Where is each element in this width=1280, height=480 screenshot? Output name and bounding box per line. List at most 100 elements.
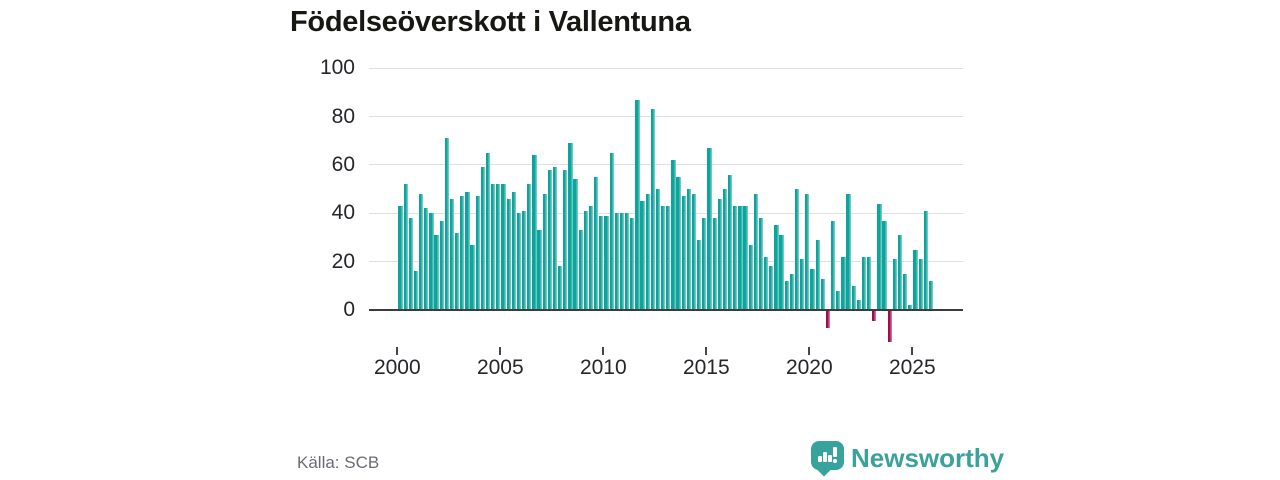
bar-negative-2023q1 [872,311,877,321]
bar-2022q2 [856,300,861,310]
x-axis-tick-label: 2010 [579,356,627,379]
y-axis-tick-label: 60 [331,152,355,176]
bar-2022q1 [851,285,856,310]
y-axis-tick-label: 100 [319,56,355,80]
bar-2011q4 [640,201,645,310]
bar-2017q1 [748,244,753,310]
bar-2000q3 [408,218,413,310]
bar-2010q2 [609,152,614,310]
bar-2016q2 [733,206,738,310]
bar-2001q1 [418,193,424,310]
bar-2010q4 [619,213,625,310]
y-axis-tick-label: 20 [331,249,355,273]
logo-bar-icon [823,451,827,462]
bar-negative-2020q4 [825,311,831,328]
bar-2020q2 [815,239,820,310]
y-axis-tick-label: 0 [343,298,355,321]
bar-2004q1 [480,167,486,310]
bar-2007q4 [558,266,563,310]
x-axis-tick-2020 [808,347,811,355]
x-axis-tick-2010 [602,347,605,355]
x-axis-tick-2005 [499,347,502,355]
bar-2012q3 [655,189,661,310]
bar-2018q3 [779,235,784,310]
source-attribution: Källa: SCB [297,453,380,472]
bar-2003q2 [465,191,470,310]
bar-2025q3 [923,210,928,310]
bar-2007q1 [542,193,547,310]
logo-bar-icon [818,455,822,462]
bar-2021q2 [836,290,841,310]
bar-2003q4 [475,196,480,310]
bar-2008q4 [578,230,583,310]
bar-2016q3 [738,206,743,310]
bar-2005q3 [511,191,516,310]
bar-2003q3 [470,244,475,310]
bar-2006q1 [521,210,527,310]
bar-2007q3 [552,167,558,310]
bar-2021q4 [846,193,851,310]
bar-2021q1 [830,220,836,310]
bar-2016q4 [743,206,748,310]
bar-2018q4 [784,280,789,310]
bar-2019q3 [800,259,805,310]
bar-2024q3 [903,273,908,310]
bar-2001q4 [434,235,439,310]
bar-2014q3 [697,239,702,310]
bar-2008q3 [573,179,578,310]
x-axis-line [369,308,963,312]
bar-2024q4 [908,305,913,310]
x-axis-tick-label: 2020 [785,356,833,379]
bar-2013q3 [676,177,681,310]
bar-2005q4 [516,213,522,310]
bar-negative-2023q4 [887,311,892,343]
x-axis-tick-label: 2000 [373,356,421,379]
x-axis-tick-label: 2005 [476,356,524,379]
bar-2010q3 [614,213,619,310]
bar-2014q2 [691,193,697,310]
x-axis-tick-label: 2025 [888,356,936,379]
bar-2005q1 [501,184,506,310]
bar-2020q3 [820,278,825,310]
newsworthy-chart-bubble-icon [811,441,844,470]
bar-2025q4 [928,280,934,310]
bar-2025q1 [913,249,918,310]
bar-2002q1 [439,220,444,310]
bar-2022q4 [867,256,872,310]
bar-2023q3 [882,220,887,310]
gridline-y-20 [369,261,963,263]
bar-2017q2 [753,193,758,310]
bar-2007q2 [547,169,552,310]
x-axis-tick-label: 2015 [682,356,730,379]
bar-2004q2 [485,152,491,310]
bar-2016q1 [727,174,733,310]
bar-2013q2 [671,160,676,310]
plot-area: 2000 2005 2010 2015 2020 2025 [369,0,963,480]
bar-2006q3 [532,155,537,310]
bar-2005q2 [506,198,511,310]
x-axis-tick-2000 [396,347,399,355]
bar-2017q4 [764,256,769,310]
bar-2020q1 [810,268,815,310]
bar-2004q3 [491,184,496,310]
gridline-y-40 [369,212,963,214]
x-axis-tick-2015 [705,347,708,355]
bar-2019q4 [805,193,810,310]
bar-2012q1 [645,193,650,310]
bar-2000q4 [413,271,419,310]
logo-exclamation-dot-icon [833,459,837,463]
bar-2009q1 [583,210,589,310]
bar-2012q4 [661,206,666,310]
bar-2000q2 [403,184,408,310]
bar-2009q3 [594,177,599,310]
bar-2011q1 [624,213,630,310]
bar-2012q2 [650,109,655,310]
gridline-y-60 [369,164,963,166]
y-axis-tick-label: 40 [331,201,355,225]
bar-2010q1 [604,215,609,310]
bar-2006q4 [537,230,542,310]
bar-2002q4 [455,232,460,310]
gridline-y-100 [369,67,963,69]
chart-title: Födelseöverskott i Vallentuna [290,6,691,38]
bar-2019q1 [789,273,795,310]
